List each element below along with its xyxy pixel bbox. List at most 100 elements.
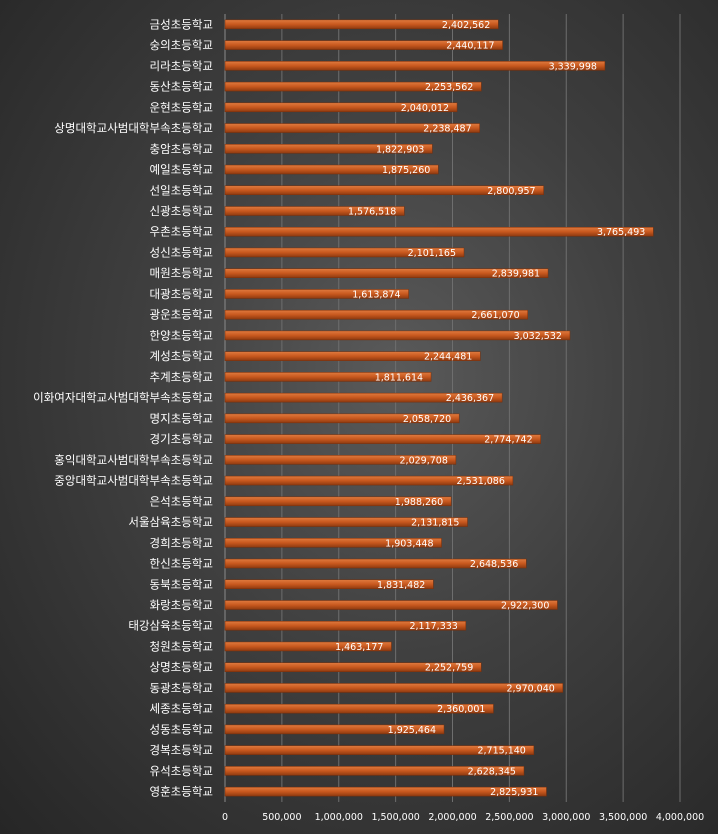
value-label: 1,925,464 [388,725,436,736]
value-label: 2,800,957 [487,186,535,197]
x-tick-label: 3,500,000 [599,812,647,823]
x-tick-label: 2,500,000 [485,812,533,823]
bar [224,724,445,735]
value-label: 2,238,487 [423,124,471,135]
category-label: 은석초등학교 [150,494,213,508]
bar [224,786,547,797]
category-label: 동산초등학교 [150,80,213,94]
category-label: 계성초등학교 [150,349,213,363]
value-label: 2,839,981 [492,269,540,280]
value-label: 2,436,367 [446,393,494,404]
value-label: 1,463,177 [335,642,383,653]
value-label: 2,117,333 [409,621,457,632]
value-label: 2,970,040 [506,683,554,694]
category-label: 세종초등학교 [150,702,213,716]
value-label: 3,339,998 [549,61,597,72]
value-label: 2,040,012 [401,103,449,114]
bar [224,19,499,30]
value-label: 2,360,001 [437,704,485,715]
bar [224,496,452,507]
category-label: 추계초등학교 [150,370,213,384]
bar [224,641,392,652]
value-label: 2,628,345 [468,766,516,777]
value-label: 2,244,481 [424,352,472,363]
value-label: 2,058,720 [403,414,451,425]
category-label: 상명대학교사범대학부속초등학교 [54,121,213,135]
bar [224,81,482,92]
bar [224,455,457,465]
value-label: 1,988,260 [395,497,443,508]
category-label: 영훈초등학교 [150,785,213,799]
category-label: 숭의초등학교 [150,38,213,52]
value-label: 1,822,903 [376,144,424,155]
x-tick-label: 500,000 [262,812,301,823]
value-label: 2,715,140 [477,746,525,757]
value-label: 1,811,614 [375,372,423,383]
category-label: 운현초등학교 [150,100,213,114]
bar [224,40,503,50]
bar [224,766,525,776]
value-label: 2,648,536 [470,559,518,570]
bar [224,226,654,237]
category-label: 한신초등학교 [150,557,213,571]
x-tick-label: 3,000,000 [542,812,590,823]
category-label: 매원초등학교 [150,266,213,280]
category-label: 경기초등학교 [150,432,213,446]
category-label: 우촌초등학교 [150,225,213,239]
bar [224,538,442,548]
category-label: 한양초등학교 [150,328,213,342]
value-label: 2,101,165 [408,248,456,259]
bar [224,123,480,133]
category-label: 신광초등학교 [150,204,213,218]
bar [224,206,405,216]
category-label: 청원초등학교 [150,639,213,653]
value-label: 3,032,532 [514,331,562,342]
x-tick-label: 0 [222,812,228,823]
bar [224,102,458,113]
value-label: 1,875,260 [382,165,430,176]
value-label: 1,613,874 [352,289,400,300]
category-label: 홍익대학교사범대학부속초등학교 [54,453,213,467]
category-label: 선일초등학교 [150,183,213,197]
bar [224,330,571,341]
x-tick-label: 1,500,000 [371,812,419,823]
value-labels: 2,402,562 2,440,117 3,339,998 2,253,562 2,04… [335,20,645,798]
value-label: 2,253,562 [425,82,473,93]
category-label: 상명초등학교 [150,660,213,674]
value-label: 2,402,562 [442,20,490,31]
bar [224,351,481,361]
bar [224,289,409,299]
bar [224,185,544,196]
category-label: 경희초등학교 [150,536,213,550]
bar [224,144,433,154]
value-label: 2,774,742 [484,435,532,446]
bar [224,268,549,278]
bar [224,703,494,714]
bar [224,745,535,755]
bar [224,579,434,590]
bar [224,475,514,486]
category-label: 서울삼육초등학교 [128,515,213,529]
category-label: 명지초등학교 [150,411,213,425]
category-label: 성동초등학교 [150,722,213,736]
category-label: 유석초등학교 [150,764,213,778]
bar [224,620,467,631]
bar [224,558,527,569]
category-label: 예일초등학교 [150,163,213,177]
value-label: 1,576,518 [348,207,396,218]
category-label: 동북초등학교 [150,577,213,591]
bar [224,309,528,320]
category-label: 이화여자대학교사범대학부속초등학교 [33,391,213,405]
value-label: 2,661,070 [471,310,519,321]
category-label: 금성초등학교 [150,17,213,31]
category-label: 리라초등학교 [150,59,213,73]
value-label: 2,252,759 [425,663,473,674]
x-axis-tick-labels: 0 500,000 1,000,000 1,500,000 2,000,000 2,500… [222,812,704,823]
bar [224,413,460,424]
category-labels: 금성초등학교숭의초등학교리라초등학교동산초등학교운현초등학교상명대학교사범대학부… [33,17,213,798]
value-label: 2,440,117 [446,41,494,52]
x-tick-label: 4,000,000 [656,812,704,823]
x-tick-label: 1,000,000 [315,812,363,823]
bar [224,683,564,693]
